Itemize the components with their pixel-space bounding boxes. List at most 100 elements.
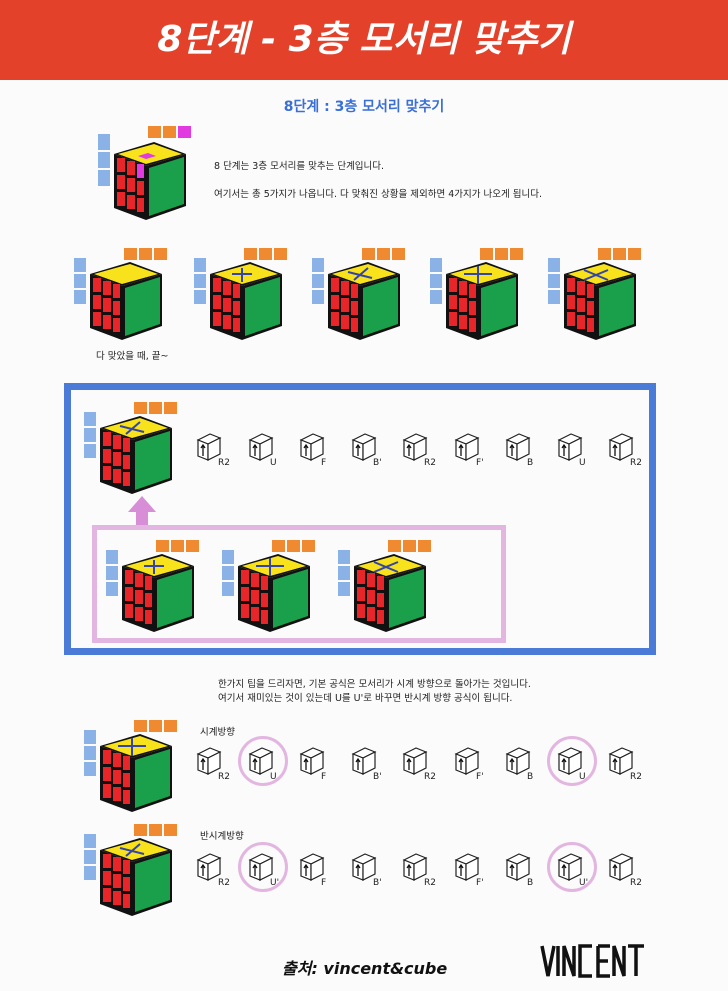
move-label: U	[579, 772, 586, 782]
move-step: U'	[557, 852, 591, 892]
move-step: R2	[196, 852, 230, 892]
move-step: U	[248, 746, 282, 786]
solved-caption: 다 맞았을 때, 끝~	[96, 351, 169, 362]
move-label: U'	[579, 878, 589, 888]
move-cube-icon	[455, 747, 479, 775]
move-cube-icon	[403, 433, 427, 461]
case-c-cube-icon	[336, 536, 436, 636]
move-cube-icon	[506, 747, 530, 775]
move-step: B'	[351, 852, 385, 892]
move-step: R2	[402, 852, 436, 892]
move-step: R2	[608, 746, 642, 786]
move-label: B'	[373, 772, 382, 782]
move-label: R2	[218, 458, 230, 468]
move-label: R2	[630, 772, 642, 782]
tip-line-2: 여기서 재미있는 것이 있는데 U를 U'로 바꾸면 반시계 방향 공식이 됩니…	[218, 693, 513, 704]
page-title: 8단계 - 3층 모서리 맞추기	[157, 19, 571, 60]
move-step: B'	[351, 432, 385, 472]
move-label: F'	[476, 772, 484, 782]
move-step: B	[505, 432, 539, 472]
move-cube-icon	[558, 747, 582, 775]
intro-line-2: 여기서는 총 5가지가 나옵니다. 다 맞춰진 상황을 제외하면 4가지가 나오…	[214, 189, 543, 200]
clockwise-label: 시계방향	[200, 727, 235, 738]
move-step: F'	[454, 432, 488, 472]
move-label: F	[321, 772, 327, 782]
highlight-ring	[238, 736, 288, 786]
move-cube-icon	[300, 747, 324, 775]
credit-text: 출처: vincent&cube	[282, 959, 448, 978]
move-cube-icon	[403, 853, 427, 881]
move-cube-icon	[455, 433, 479, 461]
move-step: B'	[351, 746, 385, 786]
move-label: U	[270, 458, 277, 468]
case-cube-4-icon	[546, 244, 646, 344]
move-cube-icon	[197, 433, 221, 461]
move-cube-icon	[300, 853, 324, 881]
move-step: F	[299, 432, 333, 472]
move-cube-icon	[249, 433, 273, 461]
vincent-logo: VINCENT	[540, 944, 644, 978]
move-step: U	[248, 432, 282, 472]
move-label: U'	[270, 878, 280, 888]
move-label: F'	[476, 458, 484, 468]
move-step: R2	[608, 432, 642, 472]
move-cube-icon	[352, 433, 376, 461]
move-cube-icon	[403, 747, 427, 775]
move-step: F'	[454, 746, 488, 786]
case-cube-3-icon	[428, 244, 528, 344]
move-label: R2	[218, 772, 230, 782]
move-label: B	[527, 878, 534, 888]
move-step: U	[557, 746, 591, 786]
counter-clockwise-label: 반시계방향	[200, 831, 244, 842]
move-label: F	[321, 458, 327, 468]
move-label: R2	[218, 878, 230, 888]
move-step: F	[299, 852, 333, 892]
case-b-cube-icon	[220, 536, 320, 636]
move-cube-icon	[300, 433, 324, 461]
move-label: U	[579, 458, 586, 468]
move-cube-icon	[249, 747, 273, 775]
move-label: R2	[424, 458, 436, 468]
move-step: B	[505, 746, 539, 786]
move-label: B	[527, 458, 534, 468]
case-cube-1-icon	[192, 244, 292, 344]
move-label: R2	[630, 458, 642, 468]
move-step: R2	[402, 432, 436, 472]
move-cube-icon	[455, 853, 479, 881]
move-label: B'	[373, 878, 382, 888]
move-label: U	[270, 772, 277, 782]
highlight-ring	[547, 736, 597, 786]
move-cube-icon	[609, 747, 633, 775]
move-cube-icon	[558, 853, 582, 881]
move-cube-icon	[609, 853, 633, 881]
move-step: R2	[402, 746, 436, 786]
section-subtitle: 8단계 : 3층 모서리 맞추기	[283, 99, 445, 115]
target-cube-icon	[82, 398, 182, 498]
highlight-ring	[238, 842, 288, 892]
move-cube-icon	[506, 853, 530, 881]
move-cube-icon	[197, 853, 221, 881]
clockwise-cube-icon	[82, 716, 182, 816]
move-cube-icon	[609, 433, 633, 461]
move-cube-icon	[352, 853, 376, 881]
move-cube-icon	[558, 433, 582, 461]
algorithm-box	[64, 383, 656, 655]
move-label: F'	[476, 878, 484, 888]
highlight-ring	[547, 842, 597, 892]
move-label: R2	[424, 878, 436, 888]
move-cube-icon	[249, 853, 273, 881]
move-label: R2	[424, 772, 436, 782]
move-label: F	[321, 878, 327, 888]
move-cube-icon	[506, 433, 530, 461]
move-step: B	[505, 852, 539, 892]
move-step: R2	[196, 746, 230, 786]
move-step: U	[557, 432, 591, 472]
move-step: F'	[454, 852, 488, 892]
move-label: B'	[373, 458, 382, 468]
intro-line-1: 8 단계는 3층 모서리를 맞추는 단계입니다.	[214, 161, 385, 172]
move-step: R2	[196, 432, 230, 472]
move-cube-icon	[352, 747, 376, 775]
move-step: R2	[608, 852, 642, 892]
case-a-cube-icon	[104, 536, 204, 636]
move-step: U'	[248, 852, 282, 892]
